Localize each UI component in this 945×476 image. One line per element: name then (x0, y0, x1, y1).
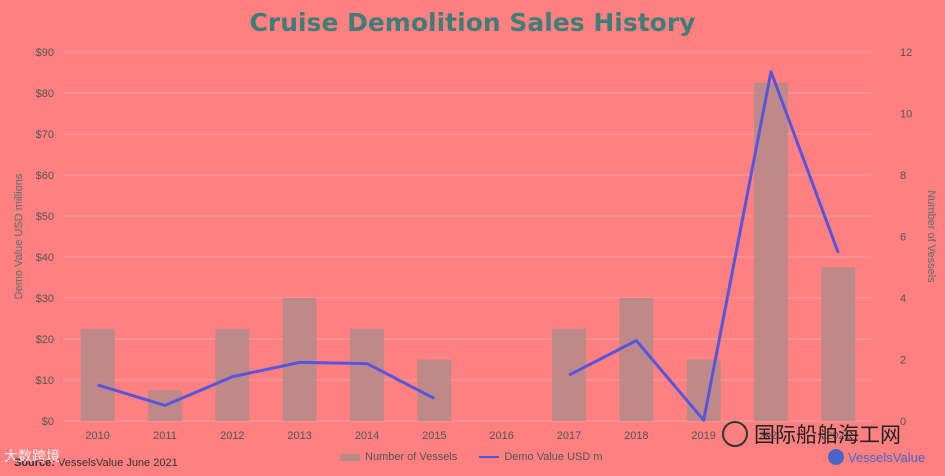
brand-text: VesselsValue (848, 449, 926, 465)
x-tick: 2013 (287, 430, 311, 442)
line-demo-value (97, 360, 436, 407)
bar-number-of-vessels (821, 267, 856, 421)
x-tick: 2019 (691, 430, 715, 442)
y-axis-label-left: Demo Value USD millions (13, 173, 25, 299)
x-tick: 2017 (557, 430, 581, 442)
legend-line-swatch (479, 456, 500, 458)
y-tick-left: $50 (36, 211, 54, 223)
brand-logo: VesselsValue (828, 449, 925, 465)
y-tick-right: 0 (900, 416, 906, 428)
bar-number-of-vessels (80, 328, 115, 421)
legend-bar-label[interactable]: Number of Vessels (365, 451, 458, 463)
y-tick-right: 10 (900, 109, 912, 121)
y-tick-left: $10 (36, 375, 54, 387)
y-axis-label-right: Number of Vessels (925, 190, 937, 283)
y-tick-left: $90 (36, 47, 54, 59)
bar-number-of-vessels (350, 328, 384, 421)
source-label: Source: (14, 457, 55, 469)
y-tick-left: $80 (36, 88, 54, 100)
x-tick: 2020 (759, 430, 783, 442)
y-tick-left: $20 (36, 334, 54, 346)
watermark-left: 大数跨境 (4, 449, 60, 465)
line-demo-value (568, 70, 840, 422)
y-tick-left: $40 (36, 252, 54, 264)
y-tick-left: $30 (36, 293, 54, 305)
y-tick-right: 12 (900, 47, 912, 59)
bar-number-of-vessels (754, 82, 788, 421)
x-tick: 2016 (489, 430, 513, 442)
vesselsvalue-logo-icon (828, 449, 844, 465)
watermark-right-text: 国际船舶海工网 (754, 423, 901, 447)
source-note: Source: VesselsValue June 2021 (14, 457, 178, 469)
x-tick: 2018 (624, 430, 648, 442)
y-tick-left: $0 (42, 416, 54, 428)
x-tick: 2021 (826, 430, 850, 442)
x-tick: 2014 (355, 430, 379, 442)
y-tick-left: $60 (36, 170, 54, 182)
legend: Number of Vessels Demo Value USD m (340, 451, 603, 463)
x-tick: 2015 (422, 430, 446, 442)
source-text: VesselsValue June 2021 (58, 457, 178, 469)
bar-number-of-vessels (619, 298, 654, 421)
bar-number-of-vessels (282, 298, 317, 421)
bar-number-of-vessels (686, 359, 721, 421)
chart-title: Cruise Demolition Sales History (249, 8, 696, 37)
wechat-icon (722, 421, 748, 447)
x-tick: 2011 (153, 430, 177, 442)
y-tick-right: 6 (900, 232, 906, 244)
x-tick: 2012 (220, 430, 244, 442)
bar-number-of-vessels (417, 359, 452, 421)
y-tick-right: 4 (900, 293, 906, 305)
y-tick-right: 8 (900, 170, 906, 182)
x-tick: 2010 (85, 430, 109, 442)
y-tick-left: $70 (36, 129, 54, 141)
legend-line-label[interactable]: Demo Value USD m (504, 451, 603, 463)
watermark-right: 国际船舶海工网 (722, 419, 901, 449)
y-tick-right: 2 (900, 355, 906, 367)
legend-bar-swatch (340, 453, 360, 461)
